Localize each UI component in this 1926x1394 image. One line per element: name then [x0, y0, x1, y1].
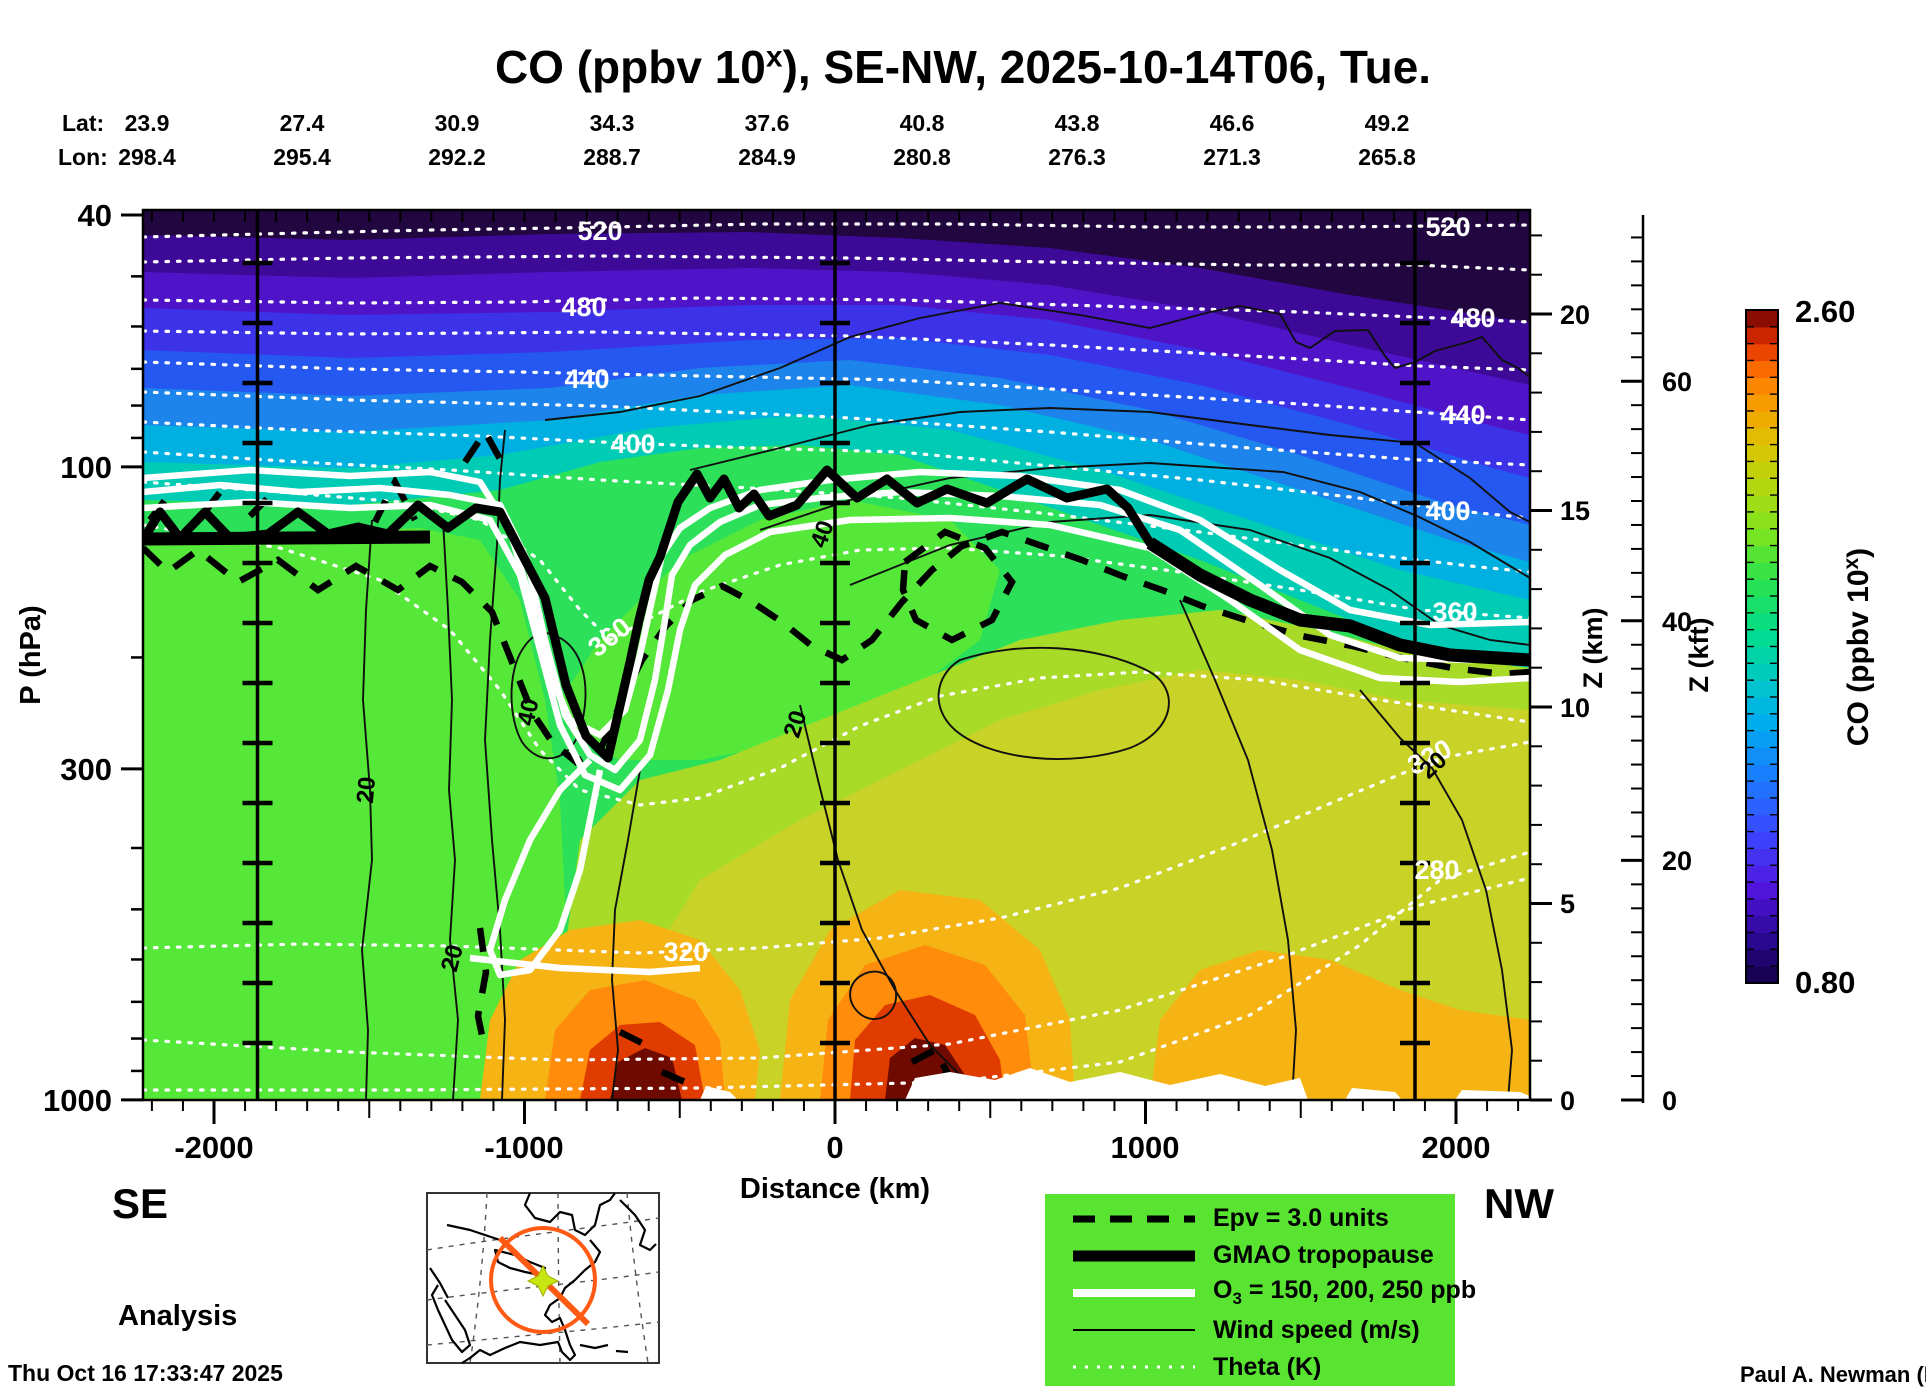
legend-item-theta: Theta (K)	[1073, 1350, 1455, 1384]
svg-text:10: 10	[1560, 693, 1590, 723]
svg-text:60: 60	[1662, 367, 1692, 397]
se-endpoint-label: SE	[112, 1180, 168, 1228]
pressure-axis-ticks	[121, 215, 143, 1100]
svg-text:480: 480	[1450, 303, 1495, 333]
svg-text:1000: 1000	[1111, 1130, 1180, 1165]
svg-text:400: 400	[610, 429, 655, 459]
svg-text:5: 5	[1560, 889, 1575, 919]
svg-text:320: 320	[663, 937, 708, 967]
analysis-label: Analysis	[118, 1300, 237, 1333]
thick-line-icon	[1073, 1249, 1195, 1263]
svg-text:1000: 1000	[43, 1083, 112, 1118]
zkft-axis-labels: 0 20 40 60	[1662, 367, 1692, 1116]
legend-item-epv: Epv = 3.0 units	[1073, 1202, 1455, 1236]
pressure-axis-labels: 40 100 300 1000	[43, 198, 112, 1118]
dashed-line-icon	[1073, 1212, 1195, 1226]
legend-item-wind: Wind speed (m/s)	[1073, 1313, 1455, 1347]
co-cross-section-figure: CO (ppbv 10x), SE-NW, 2025-10-14T06, Tue…	[0, 0, 1926, 1394]
legend-item-ozone: O3 = 150, 200, 250 ppb	[1073, 1276, 1455, 1310]
svg-text:300: 300	[60, 752, 112, 787]
svg-text:100: 100	[60, 450, 112, 485]
svg-text:400: 400	[1425, 496, 1470, 526]
dotted-line-icon	[1073, 1360, 1195, 1374]
zkm-axis-ticks	[1530, 235, 1552, 1100]
svg-text:2000: 2000	[1422, 1130, 1491, 1165]
timestamp: Thu Oct 16 17:33:47 2025	[8, 1360, 283, 1387]
svg-text:40: 40	[78, 198, 112, 233]
legend: Epv = 3.0 units GMAO tropopause O3 = 150…	[1045, 1194, 1455, 1386]
zkm-axis-title: Z (km)	[1578, 608, 1608, 689]
svg-text:440: 440	[564, 364, 609, 394]
svg-text:0: 0	[826, 1130, 843, 1165]
colorbar-min-label: 0.80	[1795, 965, 1855, 1000]
white-line-icon	[1073, 1286, 1195, 1300]
colorbar-title: CO (ppbv 10x)	[1840, 548, 1875, 746]
pressure-axis-title: P (hPa)	[15, 605, 47, 704]
distance-axis-labels: -2000 -1000 0 1000 2000	[174, 1130, 1490, 1165]
zkm-axis-labels: 0 5 10 15 20	[1560, 300, 1590, 1116]
svg-text:20: 20	[1560, 300, 1590, 330]
svg-text:15: 15	[1560, 496, 1590, 526]
zkft-axis	[1621, 215, 1643, 1103]
cross-section-plot: 520 480 440 400 360 320 520 480 440 400 …	[0, 0, 1926, 1394]
colorbar-max-label: 2.60	[1795, 294, 1855, 329]
svg-text:440: 440	[1440, 400, 1485, 430]
svg-text:-2000: -2000	[174, 1130, 253, 1165]
legend-item-tropopause: GMAO tropopause	[1073, 1239, 1455, 1273]
credit: Paul A. Newman (NASA	[1740, 1362, 1926, 1388]
svg-text:-1000: -1000	[484, 1130, 563, 1165]
svg-text:20: 20	[352, 776, 381, 805]
zkft-axis-title: Z (kft)	[1684, 618, 1714, 693]
svg-text:20: 20	[1662, 846, 1692, 876]
svg-text:480: 480	[561, 292, 606, 322]
svg-text:0: 0	[1560, 1086, 1575, 1116]
distance-axis-title: Distance (km)	[740, 1173, 930, 1205]
svg-text:0: 0	[1662, 1086, 1677, 1116]
svg-text:40: 40	[513, 696, 545, 728]
map-inset	[427, 1193, 659, 1363]
svg-text:520: 520	[577, 216, 622, 246]
colorbar	[1746, 310, 1778, 984]
nw-endpoint-label: NW	[1484, 1180, 1554, 1228]
svg-text:280: 280	[1414, 855, 1459, 885]
thin-line-icon	[1073, 1323, 1195, 1337]
distance-axis-ticks	[152, 1100, 1518, 1124]
svg-text:520: 520	[1425, 212, 1470, 242]
svg-text:360: 360	[1432, 597, 1477, 627]
